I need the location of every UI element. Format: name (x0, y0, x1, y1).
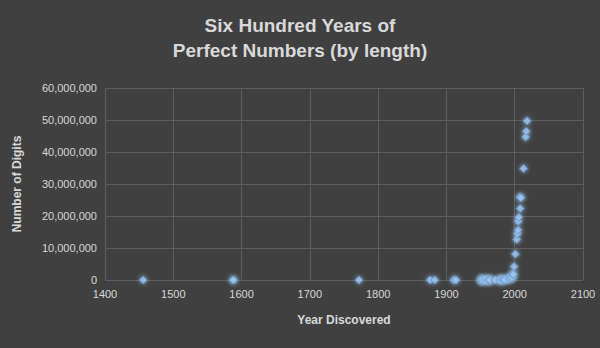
svg-text:1800: 1800 (366, 288, 390, 300)
svg-text:1600: 1600 (229, 288, 253, 300)
svg-text:2000: 2000 (502, 288, 526, 300)
svg-text:60,000,000: 60,000,000 (42, 82, 97, 94)
svg-text:Perfect Numbers (by length): Perfect Numbers (by length) (173, 40, 427, 61)
svg-text:Six Hundred Years of: Six Hundred Years of (205, 15, 396, 36)
svg-text:0: 0 (91, 274, 97, 286)
svg-text:1900: 1900 (434, 288, 458, 300)
svg-text:20,000,000: 20,000,000 (42, 210, 97, 222)
svg-text:30,000,000: 30,000,000 (42, 178, 97, 190)
svg-text:Year Discovered: Year Discovered (297, 313, 390, 327)
svg-text:1500: 1500 (161, 288, 185, 300)
svg-text:1400: 1400 (93, 288, 117, 300)
svg-text:50,000,000: 50,000,000 (42, 114, 97, 126)
svg-text:Number of Digits: Number of Digits (10, 135, 24, 232)
svg-text:40,000,000: 40,000,000 (42, 146, 97, 158)
svg-text:1700: 1700 (298, 288, 322, 300)
svg-text:10,000,000: 10,000,000 (42, 242, 97, 254)
svg-text:2100: 2100 (571, 288, 595, 300)
